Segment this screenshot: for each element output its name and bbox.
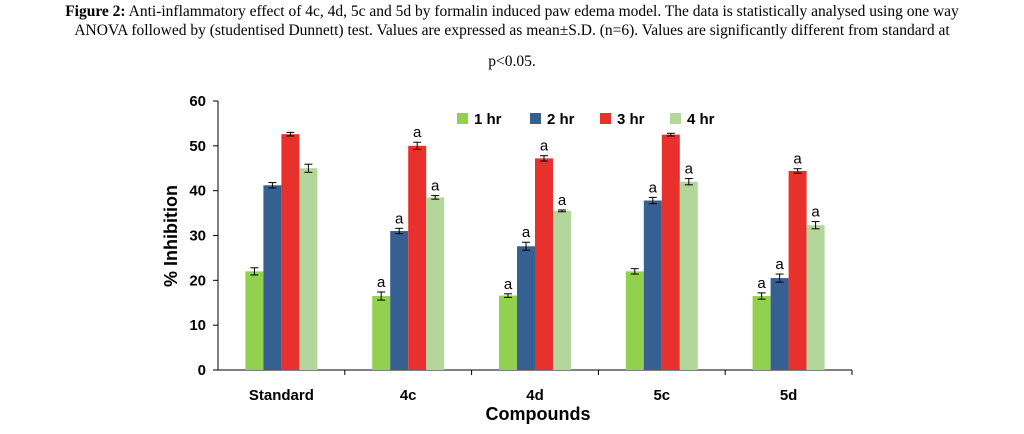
significance-label: a xyxy=(793,151,802,168)
significance-label: a xyxy=(395,210,404,227)
legend-label: 1 hr xyxy=(474,111,502,128)
significance-label: a xyxy=(540,138,549,155)
x-tick-label: Standard xyxy=(249,387,314,404)
y-tick-label: 10 xyxy=(189,317,206,334)
significance-label: a xyxy=(775,256,784,273)
y-tick-label: 20 xyxy=(189,272,206,289)
significance-label: a xyxy=(558,192,567,209)
caption-figure-label: Figure 2: xyxy=(65,3,126,20)
legend-swatch xyxy=(457,113,468,124)
y-axis-title: % Inhibition xyxy=(161,185,181,287)
legend-swatch xyxy=(530,113,541,124)
legend-swatch xyxy=(600,113,611,124)
x-tick-label: 4d xyxy=(526,387,544,404)
significance-label: a xyxy=(522,224,531,241)
caption-line-1: Figure 2: Anti-inflammatory effect of 4c… xyxy=(0,2,1024,21)
legend-swatch xyxy=(670,113,681,124)
significance-label: a xyxy=(757,275,766,292)
bar xyxy=(535,158,553,370)
y-tick-label: 60 xyxy=(189,93,206,110)
y-tick-label: 40 xyxy=(189,183,206,200)
bar xyxy=(661,134,680,370)
bar xyxy=(426,197,445,370)
bar xyxy=(625,271,644,370)
legend-label: 2 hr xyxy=(547,111,575,128)
bar xyxy=(679,181,698,370)
bar xyxy=(806,225,825,370)
bar xyxy=(643,200,662,370)
significance-label: a xyxy=(413,124,422,141)
bar xyxy=(752,296,771,370)
bar xyxy=(245,271,264,370)
bar xyxy=(499,295,517,370)
x-tick-label: 5c xyxy=(653,387,670,404)
legend-label: 4 hr xyxy=(687,111,715,128)
significance-label: a xyxy=(377,274,386,291)
y-tick-label: 30 xyxy=(189,228,206,245)
y-axis: 0 10 20 30 40 50 60 xyxy=(189,93,219,379)
significance-label: a xyxy=(431,178,440,195)
legend-label: 3 hr xyxy=(617,111,645,128)
x-axis: Standard 4c 4d 5c 5d xyxy=(218,369,853,404)
significance-label: a xyxy=(811,204,820,221)
x-tick-label: 5d xyxy=(780,387,798,404)
bar xyxy=(263,185,282,370)
legend: 1 hr 2 hr 3 hr 4 hr xyxy=(457,111,715,128)
x-tick-label: 4c xyxy=(400,387,417,404)
figure-caption: Figure 2: Anti-inflammatory effect of 4c… xyxy=(0,2,1024,71)
significance-label: a xyxy=(504,276,513,293)
y-tick-label: 50 xyxy=(189,138,206,155)
bar xyxy=(788,170,807,370)
significance-label: a xyxy=(649,179,658,196)
significance-label: a xyxy=(685,161,694,178)
bar xyxy=(408,145,427,370)
bar xyxy=(299,168,318,370)
caption-line-2: ANOVA followed by (studentised Dunnett) … xyxy=(74,22,950,39)
bar xyxy=(281,134,300,370)
bar xyxy=(372,296,391,370)
caption-text-1: Anti-inflammatory effect of 4c, 4d, 5c a… xyxy=(125,3,959,20)
x-axis-title: Compounds xyxy=(486,404,591,424)
bar xyxy=(553,210,571,370)
caption-line-3: p<0.05. xyxy=(488,53,536,70)
bar xyxy=(390,231,409,370)
bar xyxy=(517,246,535,370)
y-tick-label: 0 xyxy=(198,362,206,379)
bar xyxy=(770,278,789,370)
